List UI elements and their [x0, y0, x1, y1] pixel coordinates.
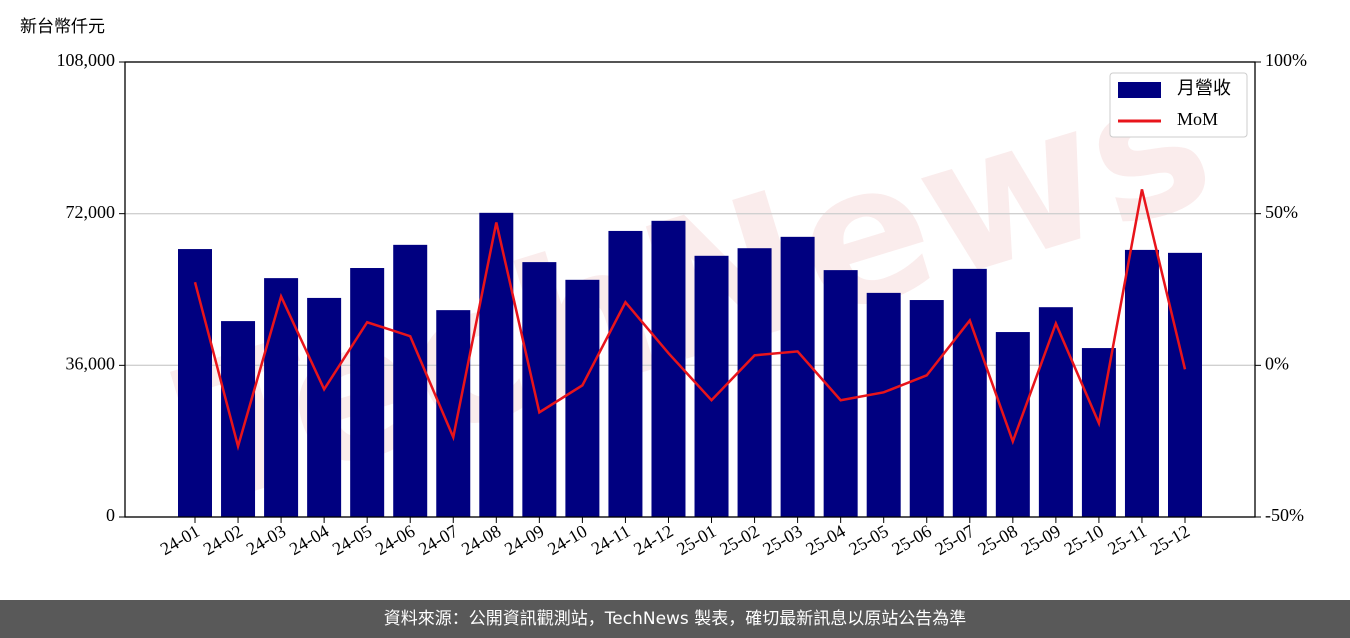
footer-text: 資料來源：公開資訊觀測站，TechNews 製表，確切最新訊息以原站公告為準	[384, 609, 966, 629]
bar	[393, 244, 428, 517]
bar	[1124, 249, 1159, 518]
y-tick-label: 0	[106, 505, 115, 525]
x-tick-label: 25-04	[802, 521, 848, 559]
y2-tick-label: -50%	[1265, 505, 1304, 525]
x-tick-label: 25-11	[1104, 521, 1150, 559]
bar	[307, 297, 342, 517]
bar	[651, 220, 686, 517]
bar	[608, 230, 643, 517]
legend-label: MoM	[1177, 109, 1218, 129]
y-tick-label: 108,000	[57, 50, 116, 70]
bar	[866, 292, 901, 517]
y2-tick-label: 100%	[1265, 50, 1307, 70]
y2-tick-label: 0%	[1265, 353, 1289, 373]
x-tick-label: 24-07	[415, 521, 461, 559]
bar	[264, 278, 299, 517]
plot-frame	[124, 61, 1256, 518]
bar	[737, 248, 772, 518]
y-tick-label: 36,000	[66, 353, 116, 373]
legend-label: 月營收	[1177, 78, 1231, 98]
x-tick-label: 24-09	[501, 521, 547, 559]
bar	[221, 321, 256, 517]
x-tick-label: 24-10	[544, 521, 590, 559]
legend-swatch	[1118, 82, 1161, 98]
bar	[479, 212, 514, 517]
x-tick-label: 25-02	[716, 521, 762, 559]
y2-tick-label: 50%	[1265, 202, 1298, 222]
bar	[522, 262, 557, 517]
bar	[1168, 252, 1202, 517]
bar	[1038, 307, 1073, 517]
bar	[995, 332, 1030, 517]
bar	[1081, 348, 1116, 517]
footer-bar	[0, 600, 1350, 638]
x-tick-label: 24-11	[588, 521, 634, 559]
x-tick-label: 24-01	[157, 521, 203, 559]
bar	[823, 270, 858, 517]
x-tick-label: 25-08	[975, 521, 1021, 559]
x-tick-label: 25-05	[845, 521, 891, 559]
bar	[350, 268, 385, 517]
bar	[436, 310, 471, 517]
x-tick-label: 25-10	[1061, 521, 1107, 559]
bar	[952, 268, 987, 517]
x-tick-label: 24-04	[286, 521, 332, 559]
x-tick-label: 24-05	[329, 521, 375, 559]
bar	[178, 249, 212, 518]
x-tick-label: 25-12	[1147, 521, 1193, 559]
y-axis-label: 新台幣仟元	[20, 17, 105, 37]
mom-line	[193, 189, 1187, 452]
x-tick-label: 25-01	[673, 521, 719, 559]
x-tick-label: 24-08	[458, 521, 504, 559]
x-tick-label: 24-12	[630, 521, 676, 559]
x-tick-label: 25-03	[759, 521, 805, 559]
x-tick-label: 25-07	[931, 521, 977, 559]
bar	[909, 300, 944, 517]
x-tick-label: 25-06	[888, 521, 934, 559]
x-tick-label: 24-06	[372, 521, 418, 559]
y-tick-label: 72,000	[66, 202, 116, 222]
bar	[780, 236, 815, 518]
bar	[565, 279, 600, 517]
x-tick-label: 25-09	[1018, 521, 1064, 559]
